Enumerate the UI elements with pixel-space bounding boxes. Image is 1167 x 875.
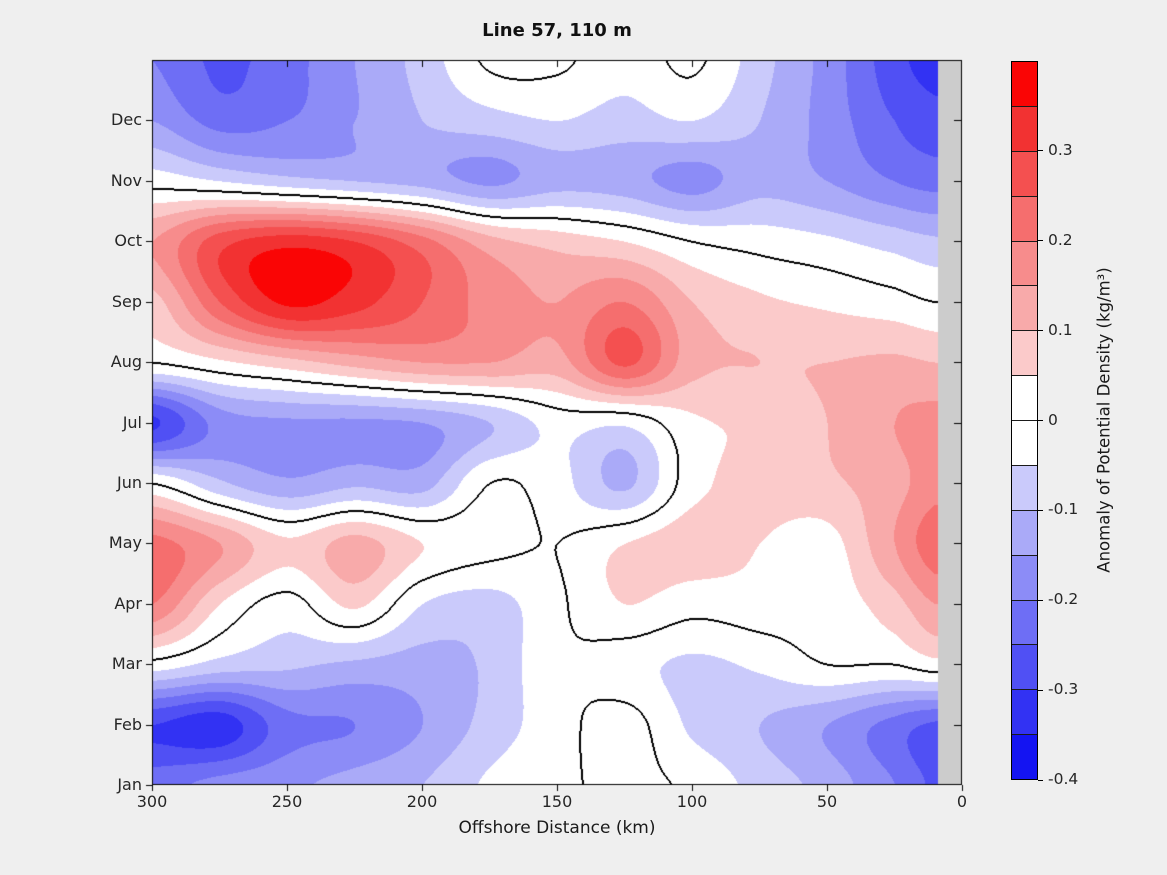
y-tick-label-Oct: Oct [114, 231, 142, 251]
y-tick-label-Sep: Sep [111, 291, 142, 311]
x-tick-label-50: 50 [816, 792, 838, 811]
x-tick-label-100: 100 [676, 792, 708, 811]
colorbar-band-0.35-to-0.40 [1012, 62, 1037, 106]
y-tick-label-Mar: Mar [111, 654, 142, 674]
colorbar-tick-label--0.4: -0.4 [1048, 770, 1079, 788]
colorbar-band--0.35-to--0.30 [1012, 689, 1037, 735]
y-tick-label-Nov: Nov [110, 170, 142, 190]
y-tick-label-Dec: Dec [111, 110, 142, 130]
x-tick-label-200: 200 [406, 792, 438, 811]
colorbar-tick-label-0.3: 0.3 [1048, 140, 1073, 159]
colorbar-tick-mark [1038, 240, 1043, 242]
y-tick-label-Apr: Apr [114, 593, 142, 613]
colorbar-band-0.20-to-0.25 [1012, 195, 1037, 241]
x-axis-label: Offshore Distance (km) [458, 818, 656, 838]
x-tick-label-300: 300 [136, 792, 168, 811]
colorbar-tick-label--0.2: -0.2 [1048, 590, 1079, 609]
colorbar-band-0.00-to-0.05 [1012, 375, 1037, 420]
colorbar-tick-mark [1038, 779, 1043, 781]
colorbar-tick-label-0.2: 0.2 [1048, 230, 1073, 249]
y-tick-label-Jun: Jun [117, 472, 142, 492]
colorbar-band-0.25-to-0.30 [1012, 150, 1037, 196]
y-tick-label-Feb: Feb [113, 714, 142, 734]
colorbar-tick-mark [1038, 509, 1043, 511]
colorbar-band--0.25-to--0.20 [1012, 599, 1037, 645]
colorbar-band-0.10-to-0.15 [1012, 285, 1037, 331]
chart-title: Line 57, 110 m [482, 20, 632, 41]
x-tick-label-0: 0 [956, 792, 968, 811]
colorbar-tick-mark [1038, 150, 1043, 152]
colorbar-tick-label--0.1: -0.1 [1048, 500, 1079, 519]
colorbar-tick-mark [1038, 330, 1043, 332]
x-tick-label-250: 250 [271, 792, 303, 811]
y-tick-label-Jan: Jan [117, 775, 142, 794]
colorbar-band-0.05-to-0.10 [1012, 330, 1037, 376]
x-tick-label-150: 150 [541, 792, 573, 811]
colorbar-band--0.05-to-0.00 [1012, 420, 1037, 465]
y-tick-label-Jul: Jul [122, 412, 142, 432]
colorbar-band--0.10-to--0.05 [1012, 464, 1037, 510]
colorbar-band--0.40-to--0.35 [1012, 734, 1037, 779]
colorbar-band--0.15-to--0.10 [1012, 509, 1037, 555]
colorbar-tick-mark [1038, 599, 1043, 601]
colorbar-tick-mark [1038, 689, 1043, 691]
colorbar-band-0.15-to-0.20 [1012, 240, 1037, 286]
colorbar-tick-mark [1038, 420, 1043, 421]
colorbar-band--0.20-to--0.15 [1012, 554, 1037, 600]
contour-plot-canvas [142, 50, 972, 795]
colorbar-tick-label--0.3: -0.3 [1048, 680, 1079, 699]
colorbar-tick-label-0: 0 [1048, 410, 1058, 429]
colorbar-tick-label-0.1: 0.1 [1048, 320, 1073, 339]
colorbar-label: Anomaly of Potential Density (kg/m³) [1094, 267, 1114, 573]
colorbar [1011, 61, 1038, 780]
y-tick-label-May: May [108, 533, 142, 553]
colorbar-band-0.30-to-0.35 [1012, 105, 1037, 151]
y-tick-label-Aug: Aug [110, 352, 142, 372]
colorbar-band--0.30-to--0.25 [1012, 644, 1037, 690]
